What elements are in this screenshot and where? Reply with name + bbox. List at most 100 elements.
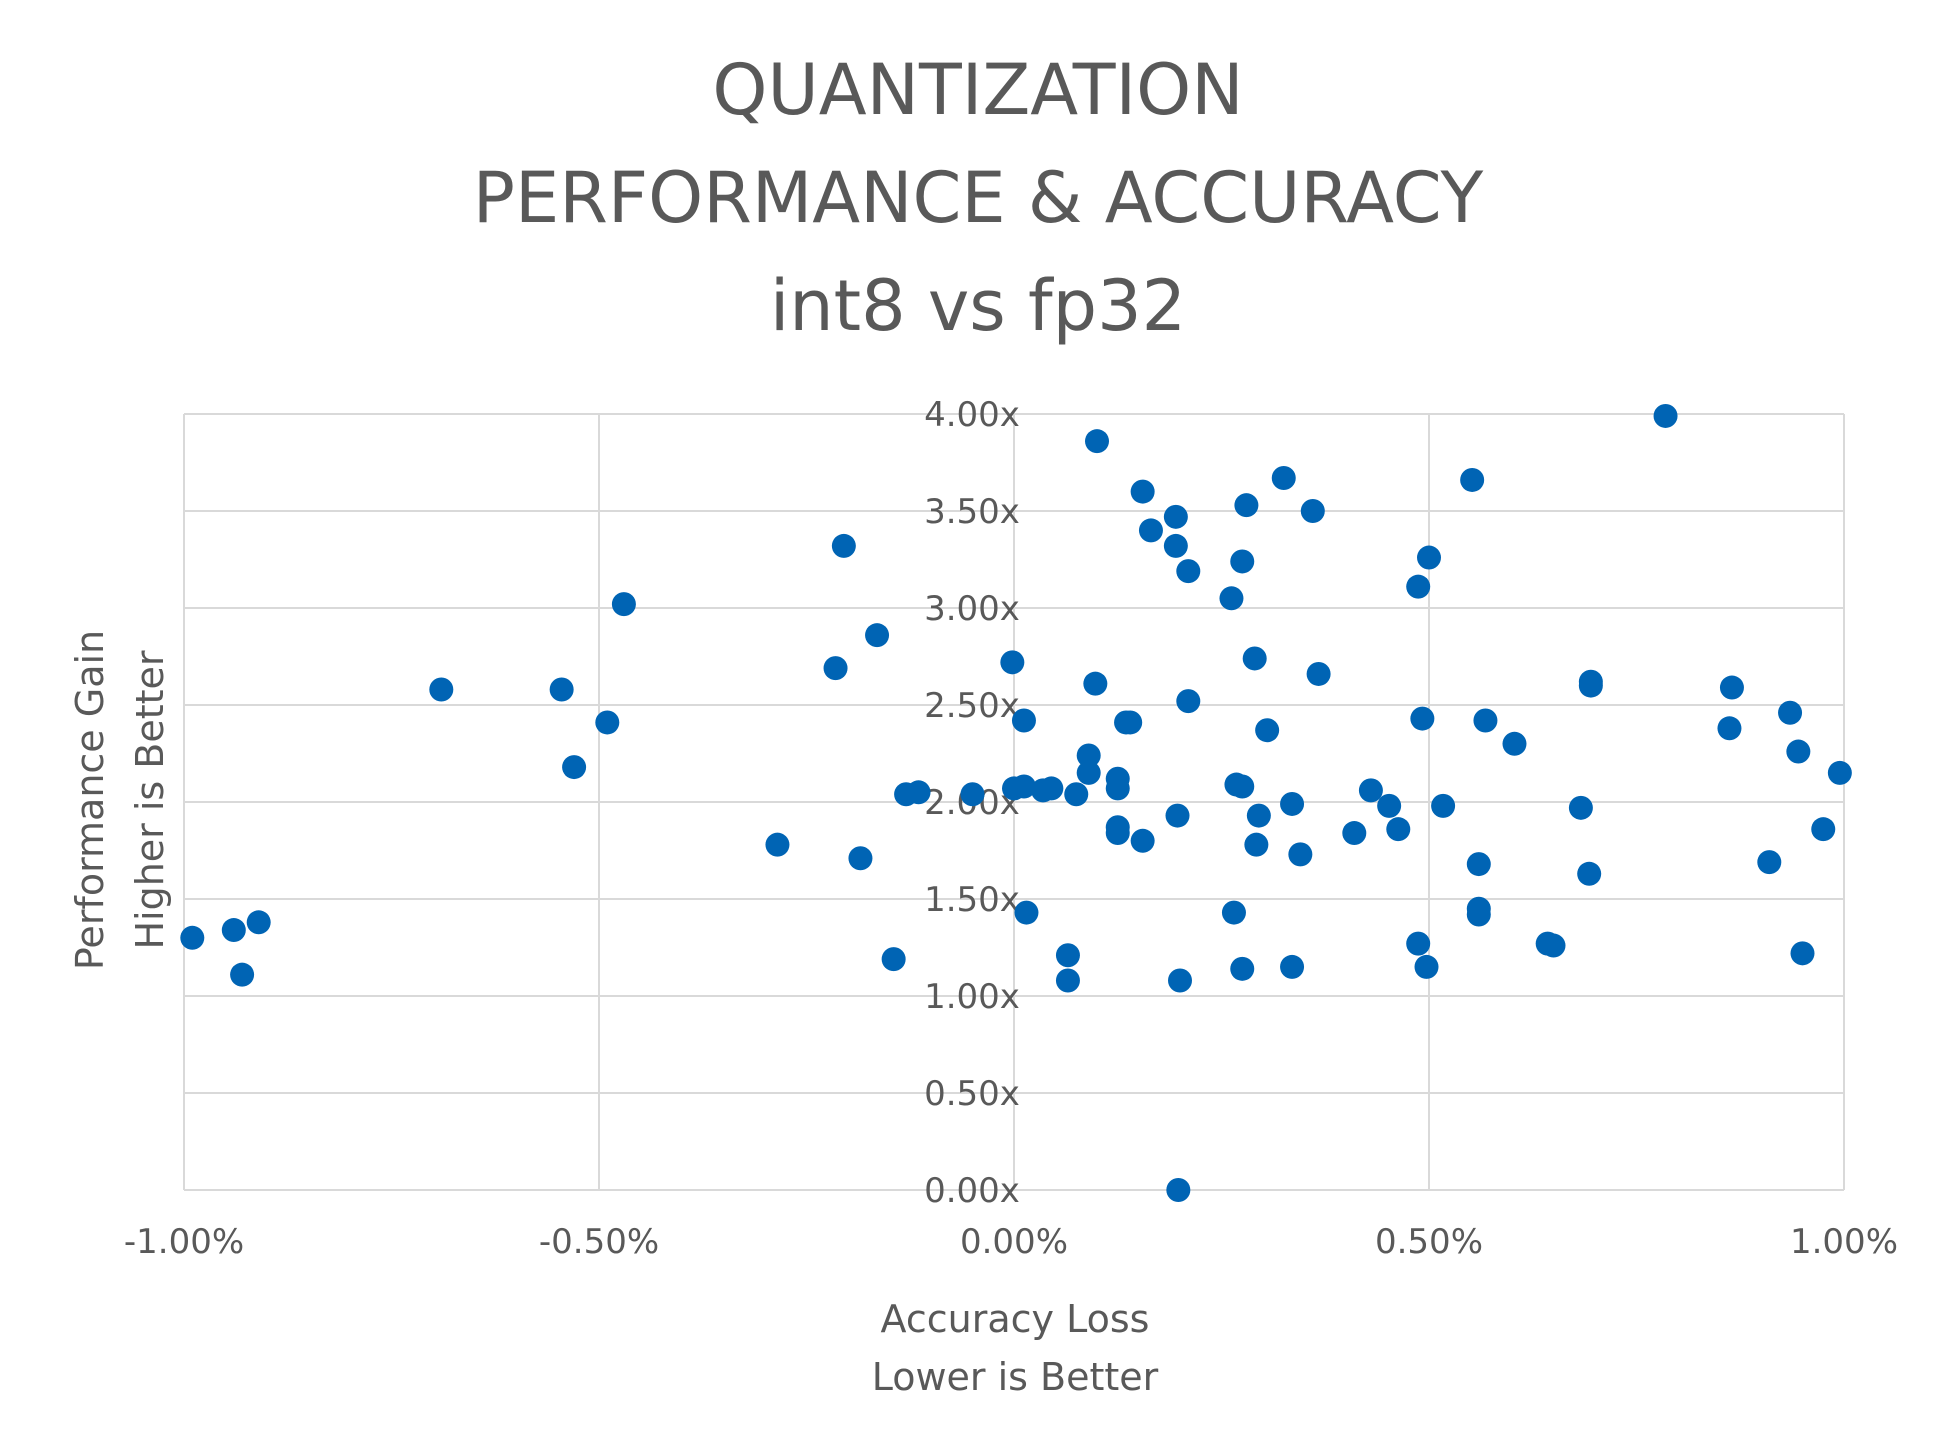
data-point: [1778, 700, 1803, 725]
data-point: [1230, 774, 1255, 799]
data-point: [848, 846, 873, 871]
y-axis-label-line-1: Performance Gain: [68, 630, 112, 970]
data-point: [1076, 743, 1101, 768]
data-point: [960, 782, 985, 807]
data-point: [1502, 731, 1527, 756]
data-point: [1414, 954, 1439, 979]
data-point: [1719, 675, 1744, 700]
y-tick-labels: 0.00x0.50x1.00x1.50x2.00x2.50x3.00x3.50x…: [924, 395, 1020, 1211]
data-point: [823, 656, 848, 681]
data-point: [1577, 861, 1602, 886]
data-point: [1790, 941, 1815, 966]
data-point: [1255, 718, 1280, 743]
data-point: [1085, 429, 1109, 454]
data-point: [1163, 533, 1188, 558]
data-point: [1242, 646, 1267, 671]
data-point: [831, 533, 856, 558]
data-point: [1130, 828, 1155, 853]
data-point: [1377, 793, 1402, 818]
data-point: [1039, 776, 1064, 801]
data-point: [1786, 739, 1811, 764]
x-tick-label: -0.50%: [539, 1222, 659, 1262]
data-point: [1757, 850, 1782, 875]
y-tick-label: 0.00x: [924, 1171, 1020, 1211]
data-point: [1306, 661, 1331, 686]
data-point: [1246, 803, 1271, 828]
data-point: [230, 962, 255, 987]
data-point: [1055, 968, 1080, 993]
x-tick-label: -1.00%: [124, 1222, 244, 1262]
data-point: [221, 918, 246, 943]
data-point: [1163, 504, 1188, 529]
data-point: [611, 592, 636, 617]
data-point: [1578, 673, 1603, 698]
data-point: [1717, 716, 1742, 741]
data-point: [1410, 706, 1435, 731]
data-point: [1541, 933, 1566, 958]
data-point: [1568, 795, 1593, 820]
data-point: [1176, 559, 1201, 584]
data-point: [1083, 671, 1108, 696]
data-point: [1288, 842, 1313, 867]
data-point: [1417, 545, 1441, 570]
data-point: [906, 780, 931, 805]
data-point: [1105, 821, 1130, 846]
data-point: [1300, 499, 1325, 523]
data-point: [549, 677, 574, 702]
y-tick-label: 2.50x: [924, 686, 1020, 726]
y-tick-label: 1.00x: [924, 977, 1020, 1017]
grid-lines: [183, 413, 1845, 1191]
data-point: [1280, 791, 1305, 816]
data-point: [429, 677, 454, 702]
y-tick-label: 0.50x: [924, 1074, 1020, 1114]
data-points: [180, 403, 1852, 1202]
y-tick-label: 3.50x: [924, 492, 1020, 532]
data-point: [1460, 467, 1485, 492]
data-point: [1118, 710, 1143, 735]
data-point: [1653, 403, 1678, 428]
data-point: [1055, 943, 1080, 968]
data-point: [562, 755, 587, 780]
x-tick-labels: -1.00% -0.50% 0.00% 0.50% 1.00%: [124, 1222, 1898, 1262]
data-point: [1342, 821, 1367, 846]
x-axis-label: Accuracy Loss Lower is Better: [872, 1297, 1159, 1399]
chart-title: QUANTIZATION PERFORMANCE & ACCURACY int8…: [473, 49, 1484, 347]
data-point: [1221, 900, 1246, 925]
x-tick-label: 0.00%: [960, 1222, 1068, 1262]
data-point: [1280, 954, 1305, 979]
data-point: [765, 832, 790, 857]
data-point: [1130, 479, 1155, 504]
data-point: [1166, 1178, 1191, 1202]
data-point: [1168, 968, 1192, 993]
chart-title-line-2: PERFORMANCE & ACCURACY: [473, 157, 1484, 239]
data-point: [1386, 817, 1411, 842]
chart-title-line-3: int8 vs fp32: [770, 265, 1186, 347]
data-point: [1406, 574, 1431, 599]
data-point: [1014, 900, 1039, 925]
data-point: [1219, 586, 1244, 611]
data-point: [1230, 956, 1255, 981]
data-point: [1011, 774, 1036, 799]
y-axis-label: Performance Gain Higher is Better: [68, 630, 172, 970]
data-point: [1000, 650, 1025, 675]
x-axis-label-line-1: Accuracy Loss: [881, 1297, 1150, 1341]
data-point: [1230, 549, 1255, 574]
y-tick-label: 4.00x: [924, 395, 1020, 435]
data-point: [865, 623, 890, 648]
y-tick-label: 3.00x: [924, 589, 1020, 629]
data-point: [1076, 760, 1101, 785]
data-point: [1064, 782, 1089, 807]
data-point: [1105, 776, 1130, 801]
data-point: [1466, 902, 1491, 927]
data-point: [1138, 518, 1163, 543]
data-point: [1244, 832, 1269, 857]
data-point: [595, 710, 620, 735]
data-point: [1176, 689, 1201, 714]
data-point: [1473, 708, 1498, 733]
data-point: [1165, 803, 1190, 828]
x-axis-label-line-2: Lower is Better: [872, 1355, 1159, 1399]
chart-title-line-1: QUANTIZATION: [712, 49, 1243, 131]
x-tick-label: 1.00%: [1790, 1222, 1898, 1262]
data-point: [1431, 793, 1456, 818]
